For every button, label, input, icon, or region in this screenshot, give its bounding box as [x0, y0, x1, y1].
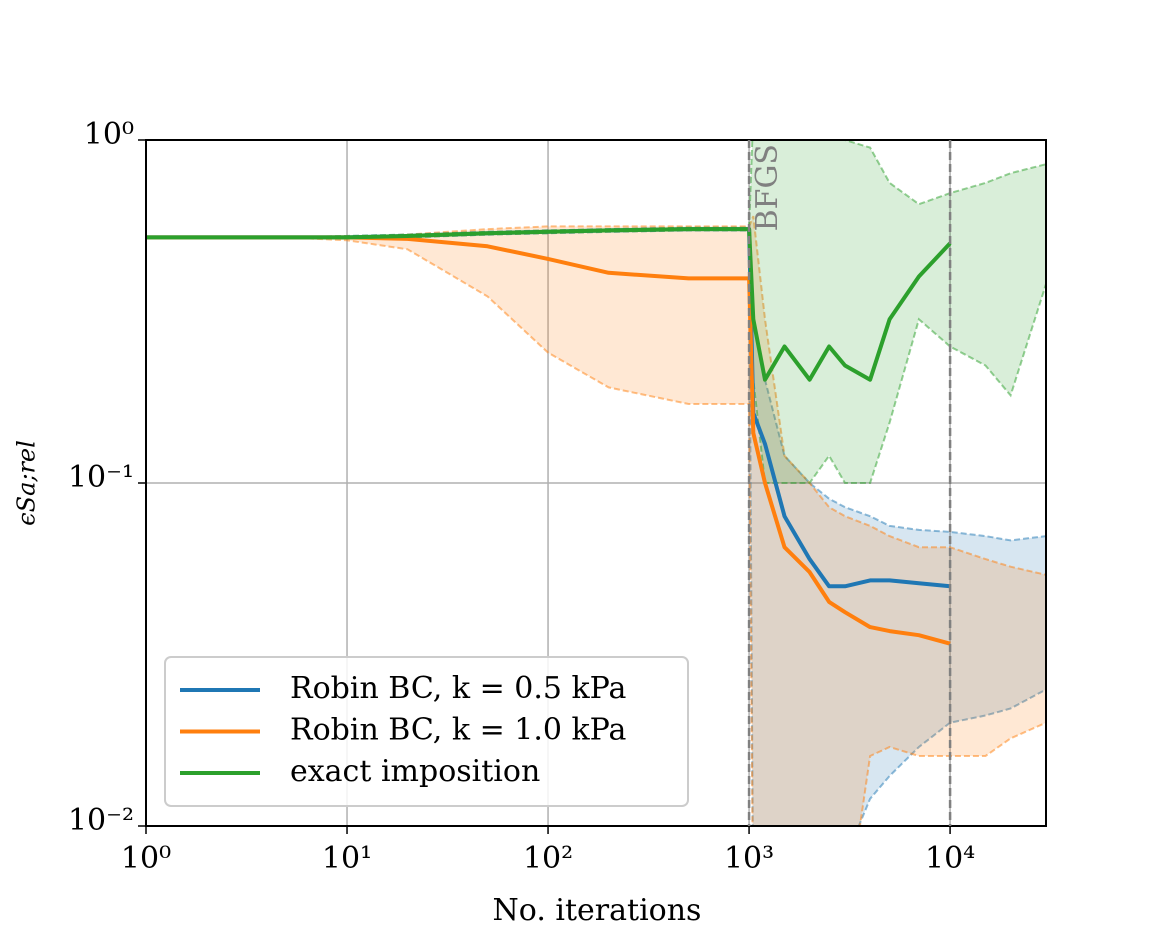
- band: [146, 140, 1046, 483]
- x-axis-label: No. iterations: [493, 893, 702, 928]
- y-tick-label: 10⁻¹: [68, 460, 134, 495]
- x-tick-label: 10¹: [322, 841, 372, 876]
- x-tick-label: 10²: [523, 841, 573, 876]
- annotation: BFGS: [750, 144, 785, 231]
- y-tick-label: 10⁻²: [68, 803, 134, 838]
- legend-label: Robin BC, k = 1.0 kPa: [290, 713, 627, 748]
- plot-area: [146, 140, 1046, 826]
- x-tick-label: 10⁰: [121, 841, 171, 876]
- y-tick-label: 10⁰: [84, 117, 134, 152]
- y-axis-label: ϵSa;rel: [13, 440, 41, 526]
- legend: Robin BC, k = 0.5 kPa Robin BC, k = 1.0 k…: [164, 656, 689, 807]
- x-tick-label: 10³: [724, 841, 774, 876]
- legend-box: [164, 656, 689, 807]
- band: [146, 227, 1046, 826]
- line: [146, 227, 952, 382]
- legend-label: exact imposition: [290, 754, 540, 789]
- band: [146, 216, 1046, 826]
- band-edge: [146, 236, 1046, 826]
- legend-label: Robin BC, k = 0.5 kPa: [290, 671, 627, 706]
- band-edge: [146, 140, 1046, 239]
- x-tick-label: 10⁴: [925, 841, 975, 876]
